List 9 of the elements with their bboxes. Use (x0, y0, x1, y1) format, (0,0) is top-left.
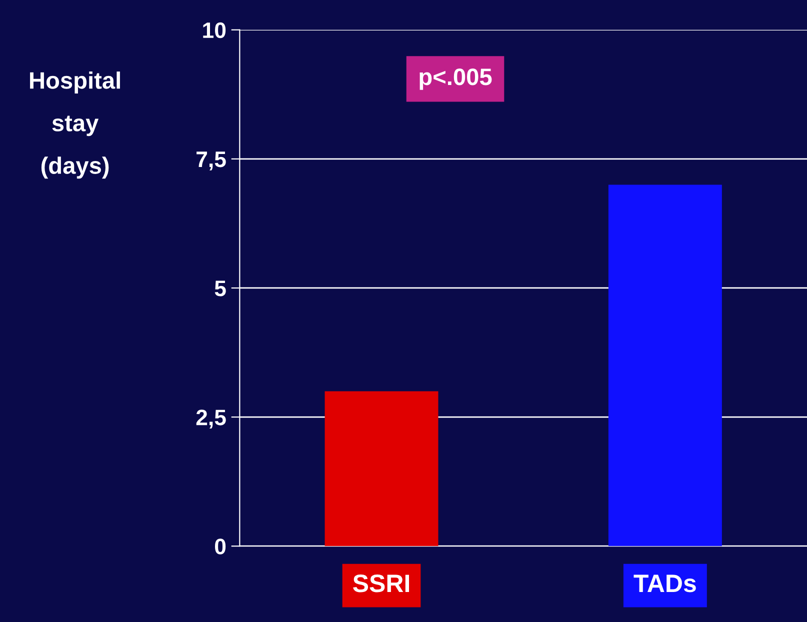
y-tick-label: 7,5 (196, 152, 226, 170)
y-tick-label: 2,5 (196, 410, 226, 429)
y-tick-label: 10 (203, 22, 226, 38)
y-tick-label: 0 (215, 538, 226, 554)
annotation: p<.005 (420, 68, 492, 90)
y-axis-title: Hospital stay (days) (30, 72, 120, 179)
x-tick-label: SSRI (353, 574, 410, 592)
y-tick-label: 5 (214, 280, 226, 296)
x-tick-label: TADs (634, 574, 696, 592)
